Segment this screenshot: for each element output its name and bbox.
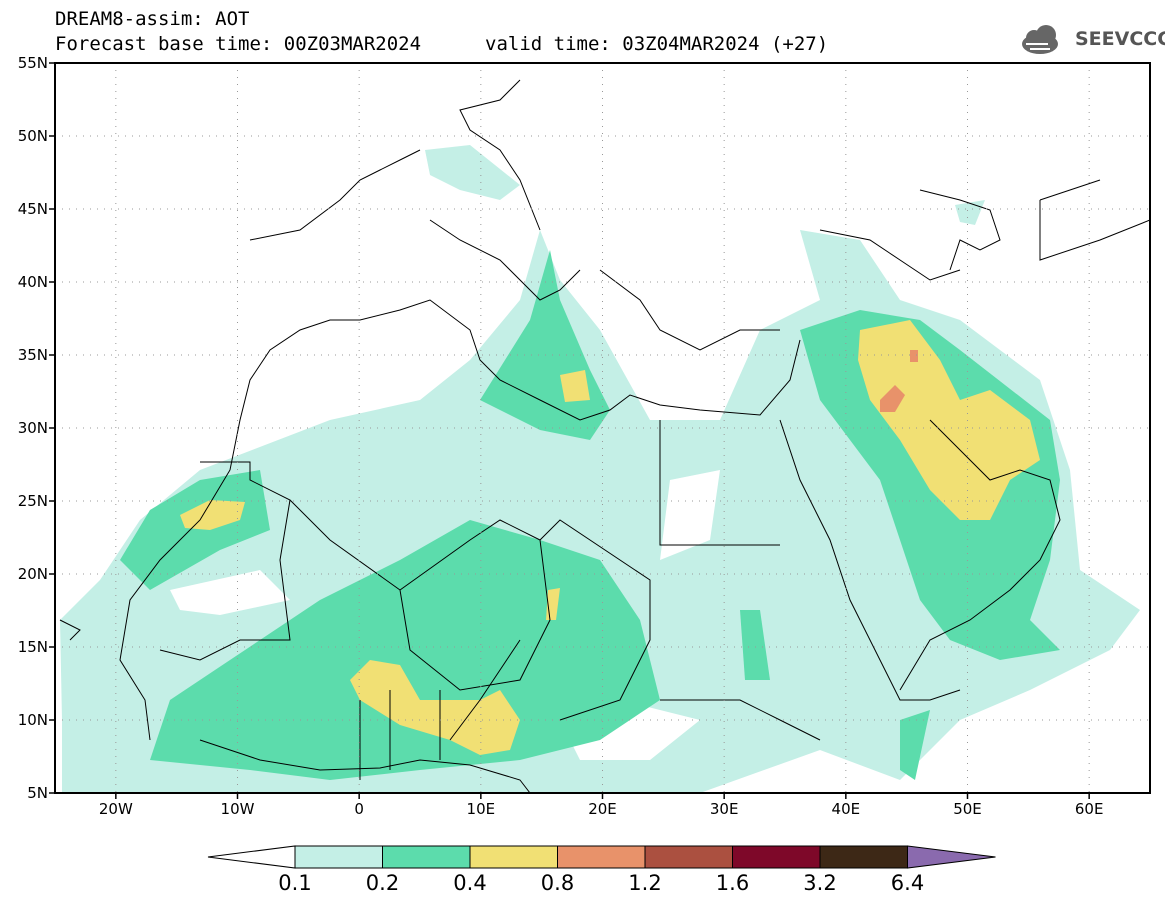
coastlines [59, 79, 1150, 793]
lon-tick-label: 50E [953, 800, 982, 818]
lat-tick-label: 55N [17, 54, 48, 72]
lat-tick-label: 5N [27, 784, 48, 802]
valid-time: valid time: 03Z04MAR2024 (+27) [485, 33, 829, 55]
lon-tick-label: 10W [220, 800, 255, 818]
lat-tick-label: 30N [17, 419, 48, 437]
lat-tick-label: 45N [17, 200, 48, 218]
cloud-icon [1022, 25, 1058, 54]
lon-tick-label: 20W [98, 800, 133, 818]
lat-tick-label: 40N [17, 273, 48, 291]
colorbar-label: 0.4 [453, 871, 487, 895]
lat-tick-label: 50N [17, 127, 48, 145]
lon-tick-label: 40E [831, 800, 861, 818]
colorbar-label: 0.2 [365, 871, 400, 895]
colorbar-label: 0.1 [278, 871, 312, 895]
lat-tick-label: 10N [17, 711, 48, 729]
lat-tick-label: 35N [17, 346, 48, 364]
chart-title: DREAM8-assim: AOT [55, 8, 250, 30]
colorbar-label: 0.8 [540, 871, 575, 895]
lon-tick-label: 30E [709, 800, 739, 818]
colorbar-label: 1.2 [628, 871, 662, 895]
lon-tick-label: 60E [1074, 800, 1104, 818]
lon-tick-label: 0 [354, 800, 364, 818]
colorbar-label: 3.2 [803, 871, 837, 895]
lon-tick-label: 20E [588, 800, 617, 818]
lon-tick-label: 10E [466, 800, 496, 818]
lat-tick-label: 15N [17, 638, 48, 656]
axis-ticks [49, 62, 1090, 799]
colorbar-label: 1.6 [715, 871, 750, 895]
aot-field [60, 145, 1140, 793]
colorbar-label: 6.4 [890, 871, 925, 895]
lat-tick-label: 25N [17, 492, 48, 510]
logo-text: SEEVCCC [1075, 28, 1165, 50]
lat-tick-label: 20N [17, 565, 48, 583]
forecast-base-time: Forecast base time: 00Z03MAR2024 [55, 33, 422, 55]
